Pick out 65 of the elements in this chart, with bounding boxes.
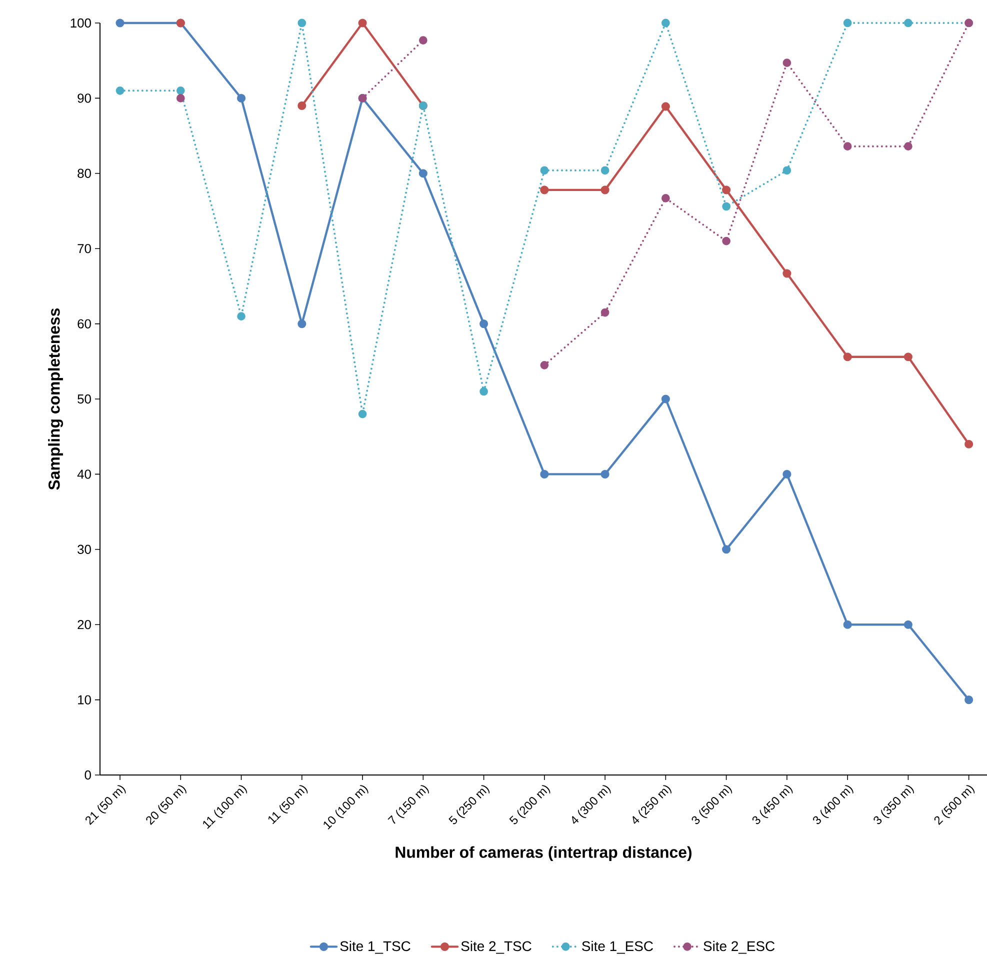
point bbox=[600, 166, 610, 175]
point bbox=[722, 202, 730, 211]
point bbox=[480, 320, 488, 328]
y-axis-title: Sampling completeness bbox=[48, 308, 64, 490]
point bbox=[904, 620, 912, 629]
y-tick-label: 10 bbox=[78, 695, 91, 704]
point bbox=[722, 186, 731, 194]
point bbox=[116, 18, 124, 28]
point bbox=[176, 86, 185, 95]
x-axis-title: Number of cameras (intertrap distance) bbox=[396, 846, 692, 862]
point bbox=[964, 696, 974, 704]
x-tick-label: 20 (50 m) bbox=[146, 785, 186, 825]
point bbox=[661, 194, 670, 202]
x-tick-label: 11 (50 m) bbox=[268, 785, 308, 824]
point bbox=[661, 18, 670, 28]
point bbox=[661, 102, 670, 111]
x-tick-label: 21 (50 m) bbox=[86, 785, 126, 825]
y-tick-label: 40 bbox=[77, 470, 91, 479]
point bbox=[358, 18, 367, 28]
point bbox=[418, 169, 428, 178]
point bbox=[722, 545, 731, 554]
point bbox=[722, 236, 730, 246]
point bbox=[298, 101, 306, 110]
legend-label: Site 1_TSC bbox=[340, 940, 410, 954]
point bbox=[298, 18, 306, 28]
point bbox=[843, 352, 852, 362]
point bbox=[600, 308, 610, 317]
y-tick-label: 20 bbox=[78, 620, 91, 630]
y-tick-label: 0 bbox=[84, 770, 91, 780]
point bbox=[540, 470, 549, 478]
point bbox=[782, 269, 792, 278]
y-tick-label: 70 bbox=[78, 244, 91, 254]
point bbox=[843, 18, 852, 28]
point bbox=[176, 94, 185, 102]
point bbox=[843, 142, 852, 151]
point bbox=[904, 142, 912, 151]
point bbox=[782, 166, 792, 175]
point bbox=[358, 410, 367, 418]
legend-label: Site 2_ESC bbox=[704, 940, 775, 954]
point bbox=[237, 312, 246, 320]
point bbox=[904, 18, 912, 28]
y-tick-label: 100 bbox=[70, 18, 91, 28]
legend-label: Site 2_TSC bbox=[461, 940, 532, 954]
y-tick-label: 60 bbox=[78, 319, 91, 328]
point bbox=[116, 86, 124, 95]
y-tick-label: 50 bbox=[78, 394, 91, 404]
point bbox=[782, 470, 792, 478]
point bbox=[843, 620, 852, 629]
point bbox=[782, 58, 792, 68]
point bbox=[661, 394, 670, 404]
point bbox=[540, 166, 549, 175]
y-tick-label: 80 bbox=[78, 168, 91, 178]
point bbox=[540, 186, 549, 194]
point bbox=[298, 320, 306, 328]
point bbox=[540, 360, 549, 370]
y-tick-label: 30 bbox=[78, 544, 91, 554]
point bbox=[600, 470, 610, 478]
legend-label: Site 1_ESC bbox=[582, 940, 653, 954]
y-tick-label: 90 bbox=[78, 94, 91, 103]
point bbox=[236, 94, 246, 102]
point bbox=[418, 36, 428, 44]
point bbox=[600, 186, 610, 194]
point bbox=[964, 440, 974, 448]
point bbox=[904, 352, 912, 362]
point bbox=[480, 387, 488, 396]
